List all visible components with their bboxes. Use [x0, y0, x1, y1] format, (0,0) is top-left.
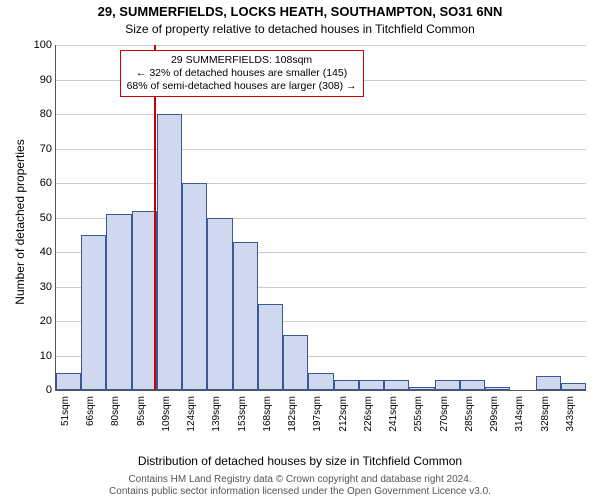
- histogram-bar: [409, 387, 434, 390]
- gridline: [56, 149, 586, 150]
- x-tick-label: 109sqm: [161, 396, 172, 432]
- x-tick-label: 343sqm: [565, 396, 576, 432]
- x-tick-label: 197sqm: [312, 396, 323, 432]
- gridline: [56, 183, 586, 184]
- x-tick-label: 328sqm: [540, 396, 551, 432]
- histogram-bar: [435, 380, 460, 390]
- annotation-line: 29 SUMMERFIELDS: 108sqm: [127, 54, 357, 67]
- x-tick-label: 270sqm: [439, 396, 450, 432]
- x-tick-label: 51sqm: [60, 396, 71, 426]
- histogram-bar: [233, 242, 258, 390]
- histogram-bar: [536, 376, 561, 390]
- annotation-line: 68% of semi-detached houses are larger (…: [127, 80, 357, 93]
- x-tick-label: 168sqm: [262, 396, 273, 432]
- histogram-bar: [384, 380, 409, 390]
- histogram-bar: [157, 114, 182, 390]
- histogram-bar: [106, 214, 131, 390]
- gridline: [56, 114, 586, 115]
- y-tick-label: 20: [22, 315, 56, 327]
- histogram-bar: [460, 380, 485, 390]
- y-tick-label: 40: [22, 246, 56, 258]
- chart-title-sub: Size of property relative to detached ho…: [0, 22, 600, 36]
- x-tick-label: 182sqm: [287, 396, 298, 432]
- x-tick-label: 299sqm: [489, 396, 500, 432]
- histogram-bar: [207, 218, 232, 391]
- x-tick-label: 139sqm: [211, 396, 222, 432]
- histogram-bar: [334, 380, 359, 390]
- y-tick-label: 0: [22, 384, 56, 396]
- y-tick-label: 30: [22, 281, 56, 293]
- y-tick-label: 60: [22, 177, 56, 189]
- x-tick-label: 153sqm: [237, 396, 248, 432]
- x-tick-label: 285sqm: [464, 396, 475, 432]
- histogram-bar: [258, 304, 283, 390]
- footer-line: Contains HM Land Registry data © Crown c…: [0, 474, 600, 486]
- annotation-line: ← 32% of detached houses are smaller (14…: [127, 67, 357, 80]
- histogram-bar: [359, 380, 384, 390]
- chart-title-main: 29, SUMMERFIELDS, LOCKS HEATH, SOUTHAMPT…: [0, 4, 600, 19]
- x-tick-label: 241sqm: [388, 396, 399, 432]
- footer-attribution: Contains HM Land Registry data © Crown c…: [0, 474, 600, 498]
- annotation-box: 29 SUMMERFIELDS: 108sqm ← 32% of detache…: [120, 50, 364, 97]
- plot-area: 010203040506070809010051sqm66sqm80sqm95s…: [55, 45, 586, 391]
- y-tick-label: 10: [22, 350, 56, 362]
- x-tick-label: 255sqm: [413, 396, 424, 432]
- histogram-bar: [81, 235, 106, 390]
- y-tick-label: 80: [22, 108, 56, 120]
- x-axis-label: Distribution of detached houses by size …: [0, 454, 600, 468]
- x-tick-label: 80sqm: [110, 396, 121, 426]
- x-tick-label: 95sqm: [136, 396, 147, 426]
- y-tick-label: 70: [22, 143, 56, 155]
- gridline: [56, 45, 586, 46]
- histogram-bar: [182, 183, 207, 390]
- x-tick-label: 226sqm: [363, 396, 374, 432]
- histogram-bar: [485, 387, 510, 390]
- x-tick-label: 66sqm: [85, 396, 96, 426]
- histogram-bar: [132, 211, 157, 390]
- histogram-bar: [561, 383, 586, 390]
- y-tick-label: 50: [22, 212, 56, 224]
- y-tick-label: 100: [22, 39, 56, 51]
- histogram-bar: [308, 373, 333, 390]
- x-tick-label: 124sqm: [186, 396, 197, 432]
- y-tick-label: 90: [22, 74, 56, 86]
- x-tick-label: 212sqm: [338, 396, 349, 432]
- histogram-bar: [56, 373, 81, 390]
- histogram-bar: [283, 335, 308, 390]
- footer-line: Contains public sector information licen…: [0, 486, 600, 498]
- chart-container: 29, SUMMERFIELDS, LOCKS HEATH, SOUTHAMPT…: [0, 0, 600, 500]
- x-tick-label: 314sqm: [514, 396, 525, 432]
